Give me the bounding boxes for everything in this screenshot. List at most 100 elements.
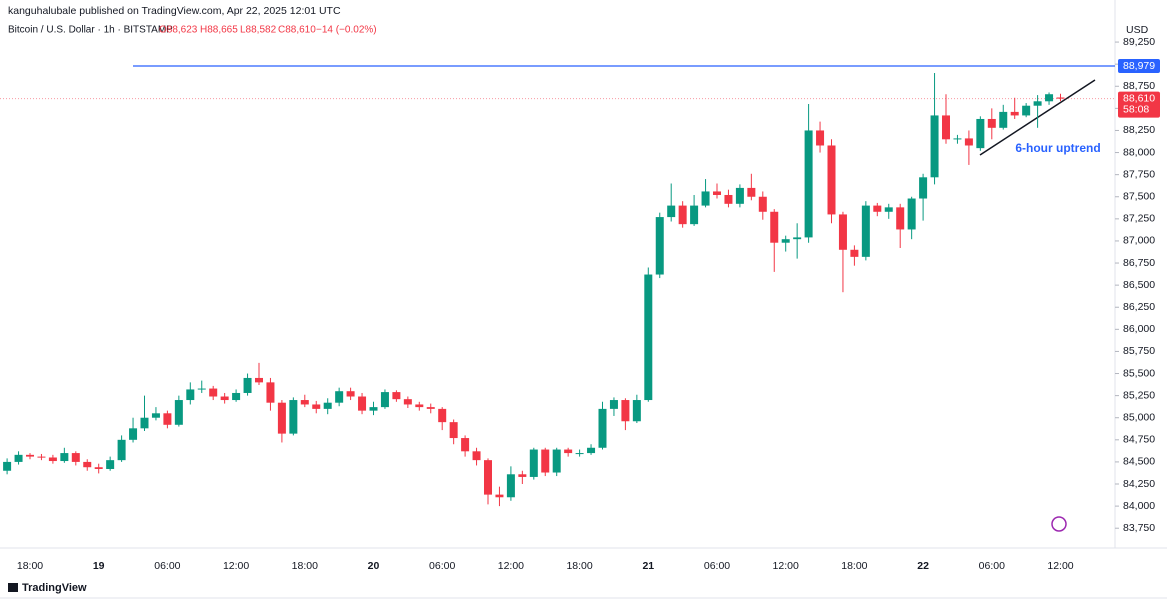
candle-body: [713, 191, 721, 195]
candle-body: [438, 408, 447, 423]
candle-body: [83, 461, 92, 468]
y-tick-label: 84,250: [1123, 478, 1155, 490]
y-tick-label: 86,500: [1123, 279, 1155, 291]
candle-body: [690, 205, 699, 225]
candle-body: [174, 400, 183, 425]
candle-body: [896, 207, 905, 230]
candle-body: [300, 400, 309, 405]
candle-body: [392, 392, 401, 400]
y-tick-label: 87,000: [1123, 235, 1155, 247]
publisher: kanguhalubale published on TradingView.c…: [8, 5, 341, 17]
candle-body: [838, 214, 847, 250]
candle-body: [793, 237, 802, 240]
footer-logo: TradingView: [8, 582, 87, 594]
candle-body: [129, 428, 138, 440]
x-tick-label: 06:00: [429, 560, 455, 572]
candle-body: [60, 453, 69, 462]
candle-body: [552, 449, 561, 473]
candle-body: [850, 249, 859, 257]
x-tick-label: 12:00: [223, 560, 249, 572]
candle-body: [243, 377, 252, 393]
candle-body: [1010, 111, 1019, 116]
ohlc-high: H88,665: [200, 25, 238, 36]
candle-body: [873, 205, 882, 212]
candle-body: [804, 130, 813, 238]
candle-body: [976, 118, 985, 149]
y-tick-label: 86,000: [1123, 323, 1155, 335]
candle-body: [884, 207, 893, 212]
candle-body: [220, 396, 229, 401]
y-tick-label: 85,750: [1123, 345, 1155, 357]
candle-body: [1022, 105, 1031, 116]
y-tick-label: 85,250: [1123, 389, 1155, 401]
x-tick-label: 19: [93, 560, 105, 572]
x-tick-label: 18:00: [566, 560, 592, 572]
candle-body: [541, 449, 550, 473]
candle-body: [621, 400, 630, 422]
candle-body: [369, 407, 378, 411]
x-tick-label: 18:00: [841, 560, 867, 572]
candle-body: [346, 391, 355, 397]
logo-icon: [8, 583, 18, 592]
candle-body: [587, 447, 596, 454]
candle-body: [358, 396, 367, 411]
candle-body: [403, 399, 412, 405]
y-tick-label: 88,250: [1123, 124, 1155, 136]
candle-body: [598, 408, 607, 448]
candle-body: [655, 217, 664, 275]
y-tick-label: 84,750: [1123, 434, 1155, 446]
y-tick-label: 87,250: [1123, 213, 1155, 225]
x-tick-label: 06:00: [154, 560, 180, 572]
x-tick-label: 06:00: [979, 560, 1005, 572]
candle-body: [861, 205, 870, 257]
candle-body: [999, 111, 1008, 128]
candle-body: [415, 404, 424, 408]
y-tick-label: 84,000: [1123, 500, 1155, 512]
candle-body: [942, 115, 950, 140]
candle-body: [26, 454, 34, 457]
candle-body: [186, 389, 195, 401]
ohlc-close: C88,610: [278, 25, 316, 36]
hline-label: 88,979: [1123, 60, 1155, 72]
symbol: Bitcoin / U.S. Dollar · 1h · BITSTAMP: [8, 25, 173, 36]
candle-body: [117, 439, 126, 461]
candle-body: [449, 422, 458, 439]
y-tick-label: 85,000: [1123, 412, 1155, 424]
candle-body: [277, 402, 286, 434]
candle-body: [495, 494, 504, 498]
candle-body: [701, 191, 710, 206]
candle-body: [964, 138, 973, 146]
candle-body: [724, 194, 733, 204]
candle-body: [3, 461, 12, 471]
candle-body: [678, 205, 687, 225]
y-tick-label: 86,250: [1123, 301, 1155, 313]
y-tick-label: 88,000: [1123, 146, 1155, 158]
countdown: 58:08: [1123, 103, 1149, 115]
x-tick-label: 12:00: [498, 560, 524, 572]
candle-body: [575, 453, 584, 455]
watermark-icon: [1051, 516, 1067, 532]
candle-body: [312, 404, 321, 409]
change: −14 (−0.02%): [316, 25, 377, 36]
candle-body: [14, 454, 23, 462]
x-tick-label: 18:00: [17, 560, 43, 572]
y-tick-label: 84,500: [1123, 456, 1155, 468]
candle-body: [632, 400, 641, 422]
candle-body: [461, 438, 470, 452]
candle-body: [930, 115, 939, 178]
logo-mark: [1051, 516, 1067, 532]
candle-body: [71, 453, 80, 462]
candle-body: [94, 467, 103, 469]
candle-body: [323, 402, 332, 409]
candle-body: [758, 196, 767, 212]
annotation: 6-hour uptrend: [1015, 141, 1100, 155]
y-tick-label: 86,750: [1123, 257, 1155, 269]
candle-body: [667, 205, 676, 218]
candle-body: [472, 451, 481, 461]
candle-body: [289, 400, 298, 434]
candle-body: [140, 417, 149, 429]
candle-body: [106, 460, 115, 469]
candle-body: [255, 377, 263, 383]
